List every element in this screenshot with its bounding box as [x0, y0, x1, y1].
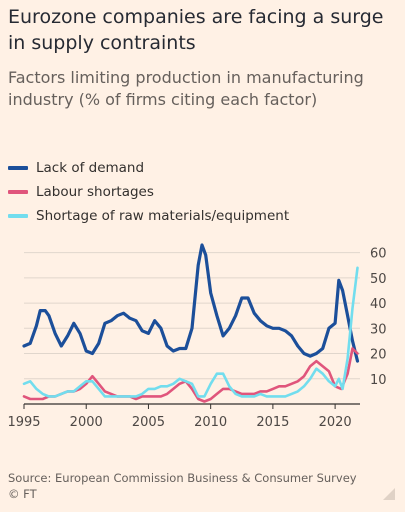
series-line-lack-of-demand: [22, 243, 360, 363]
y-tick-label: 30: [370, 322, 387, 337]
line-chart: 10 20 30 40 50 60 1995 2000 2005 2010 2015 2020: [7, 243, 387, 430]
legend-label-raw-materials: Shortage of raw materials/equipment: [36, 208, 290, 224]
x-tick-label: 2000: [70, 415, 103, 430]
y-tick-label: 50: [370, 272, 387, 287]
series-line-raw-materials: [22, 266, 359, 398]
y-tick-label: 40: [370, 297, 387, 312]
legend-item-lack-of-demand: Lack of demand: [8, 156, 398, 180]
legend-swatch-raw-materials: [8, 214, 28, 218]
x-tick-label: 2020: [319, 415, 352, 430]
x-tick-label: 2010: [194, 415, 227, 430]
y-tick-label: 20: [370, 348, 387, 363]
legend-item-raw-materials: Shortage of raw materials/equipment: [8, 204, 398, 228]
source-note: Source: European Commission Business & C…: [8, 471, 357, 485]
chart-footer: Source: European Commission Business & C…: [8, 470, 398, 502]
x-tick-label: 2005: [132, 415, 165, 430]
legend-swatch-lack-of-demand: [8, 166, 28, 170]
legend-label-lack-of-demand: Lack of demand: [36, 160, 145, 176]
ft-credit: © FT: [8, 487, 37, 501]
series-line-labour-shortages: [22, 347, 359, 403]
chart-subtitle: Factors limiting production in manufactu…: [8, 68, 364, 109]
legend-item-labour-shortages: Labour shortages: [8, 180, 398, 204]
y-tick-label: 60: [370, 247, 387, 262]
chart-title: Eurozone companies are facing a surge in…: [8, 6, 384, 54]
y-tick-label: 10: [370, 373, 387, 388]
legend-swatch-labour-shortages: [8, 190, 28, 194]
x-tick-label: 1995: [7, 415, 40, 430]
legend-label-labour-shortages: Labour shortages: [36, 184, 154, 200]
chart-legend: Lack of demand Labour shortages Shortage…: [8, 156, 398, 228]
x-tick-label: 2015: [256, 415, 289, 430]
